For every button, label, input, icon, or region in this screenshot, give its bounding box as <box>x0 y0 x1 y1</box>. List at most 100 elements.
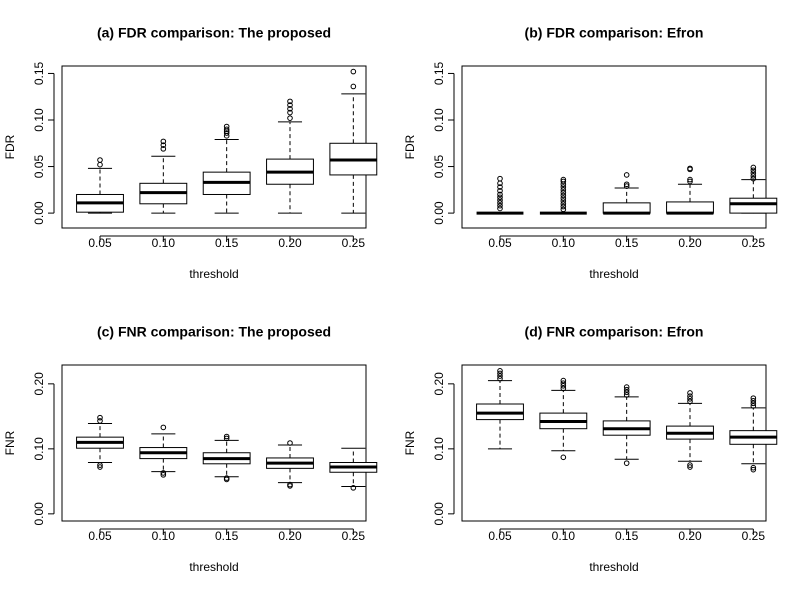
outlier <box>497 373 503 379</box>
outlier <box>750 464 757 471</box>
x-axis-label: threshold <box>589 267 638 281</box>
y-tick-label: 0.00 <box>432 502 446 526</box>
outlier <box>560 198 567 204</box>
x-axis-label: threshold <box>189 560 238 574</box>
outlier <box>750 397 757 404</box>
outlier <box>687 176 693 183</box>
plot-frame <box>461 364 767 522</box>
outlier <box>497 197 503 203</box>
y-tick-label: 0.10 <box>32 108 46 132</box>
outlier <box>497 191 503 198</box>
outlier <box>560 195 567 202</box>
outlier <box>687 462 693 468</box>
outlier <box>623 389 630 396</box>
outlier <box>560 383 567 389</box>
x-tick-label: 0.25 <box>342 529 366 543</box>
outlier <box>560 184 567 190</box>
outlier <box>750 164 757 171</box>
outlier <box>560 200 567 207</box>
outlier <box>287 481 293 488</box>
y-tick-label: 0.00 <box>432 201 446 225</box>
y-tick-label: 0.05 <box>432 155 446 179</box>
outlier <box>350 485 357 491</box>
outlier <box>160 146 167 152</box>
x-tick-label: 0.25 <box>742 236 766 250</box>
outlier <box>560 385 567 392</box>
outlier <box>750 466 757 473</box>
box <box>666 201 714 214</box>
outlier <box>497 370 503 377</box>
outlier <box>160 138 167 145</box>
chart-title: (c) FNR comparison: The proposed <box>97 324 331 340</box>
outlier <box>497 375 503 382</box>
outlier <box>497 202 503 209</box>
y-tick-label: 0.00 <box>32 201 46 225</box>
outlier <box>560 377 567 384</box>
outlier <box>350 68 357 75</box>
outlier <box>160 142 167 148</box>
x-tick-label: 0.25 <box>742 529 766 543</box>
outlier <box>223 123 230 130</box>
x-tick-label: 0.25 <box>342 236 366 250</box>
y-tick-label: 0.05 <box>32 155 46 179</box>
x-tick-label: 0.20 <box>678 236 702 250</box>
outlier <box>623 172 630 178</box>
outlier <box>560 454 567 461</box>
x-tick-label: 0.15 <box>215 236 239 250</box>
y-tick-label: 0.20 <box>32 372 46 396</box>
outlier <box>97 462 103 468</box>
x-tick-label: 0.10 <box>152 529 176 543</box>
outlier <box>687 393 693 400</box>
chart-title: (a) FDR comparison: The proposed <box>97 25 331 41</box>
x-tick-label: 0.20 <box>678 529 702 543</box>
outlier <box>687 390 693 396</box>
chart-title: (d) FNR comparison: Efron <box>525 324 704 340</box>
y-tick-label: 0.10 <box>32 437 46 461</box>
plot-frame <box>461 65 767 229</box>
outlier <box>497 200 503 206</box>
outlier <box>623 183 630 189</box>
y-axis-label: FDR <box>403 134 417 159</box>
outlier <box>160 424 167 431</box>
outlier <box>687 398 693 405</box>
outlier <box>287 98 293 105</box>
x-tick-label: 0.10 <box>552 236 576 250</box>
x-tick-label: 0.10 <box>152 236 176 250</box>
x-tick-label: 0.15 <box>615 236 639 250</box>
outlier <box>623 392 630 398</box>
outlier <box>160 472 167 478</box>
y-tick-label: 0.10 <box>432 437 446 461</box>
outlier <box>750 167 757 174</box>
outlier <box>687 396 693 402</box>
outlier <box>287 440 293 446</box>
y-tick-label: 0.10 <box>432 108 446 132</box>
outlier <box>750 403 757 409</box>
y-axis-label: FNR <box>3 430 17 455</box>
outlier <box>560 206 567 213</box>
outlier <box>560 187 567 193</box>
x-tick-label: 0.05 <box>488 236 512 250</box>
outlier <box>623 460 630 466</box>
y-tick-label: 0.15 <box>32 61 46 85</box>
outlier <box>623 384 630 390</box>
y-tick-label: 0.15 <box>432 61 446 85</box>
outlier <box>97 414 103 421</box>
outlier <box>287 106 293 112</box>
outlier <box>497 205 503 212</box>
outlier <box>623 181 630 188</box>
box <box>602 202 651 214</box>
x-tick-label: 0.15 <box>215 529 239 543</box>
outlier <box>223 130 230 136</box>
outlier <box>497 175 503 182</box>
x-axis-label: threshold <box>589 560 638 574</box>
outlier <box>97 161 103 168</box>
outlier <box>687 178 693 185</box>
outlier <box>223 433 230 440</box>
outlier <box>560 178 567 185</box>
outlier <box>97 157 103 163</box>
outlier <box>560 380 567 387</box>
outlier <box>750 173 757 179</box>
x-tick-label: 0.05 <box>88 529 112 543</box>
outlier <box>350 83 357 90</box>
